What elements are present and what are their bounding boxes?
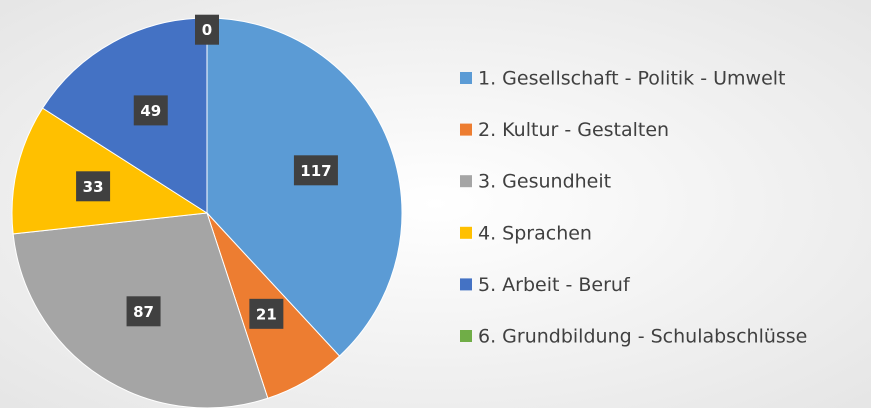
data-label: 49 [140,102,161,120]
pie [11,17,403,408]
legend-label: 4. Sprachen [478,222,592,244]
data-labels: 117 21 87 33 49 0 [76,14,338,329]
legend: 1. Gesellschaft - Politik - Umwelt 2. Kul… [460,68,807,348]
legend-label: 5. Arbeit - Beruf [478,274,631,296]
legend-swatch [460,226,472,239]
data-label: 21 [256,305,277,323]
data-label: 117 [300,162,331,180]
data-label-box [249,298,284,329]
legend-swatch [460,278,472,291]
legend-swatch [460,330,472,342]
legend-label: 2. Kultur - Gestalten [478,119,669,141]
data-label-box [126,296,161,327]
data-label: 0 [202,21,212,39]
data-label-box [76,171,111,202]
pie-slice [206,17,403,357]
legend-swatch [460,175,472,188]
legend-swatch [460,123,472,136]
legend-label: 1. Gesellschaft - Politik - Umwelt [478,68,786,90]
legend-label: 3. Gesundheit [478,171,611,193]
pie-slice [11,107,209,235]
pie-slice [41,17,208,214]
data-label: 33 [83,178,104,196]
legend-label: 6. Grundbildung - Schulabschlüsse [478,326,807,348]
data-label-box [293,155,338,186]
legend-swatch [460,72,472,84]
data-label-box [195,14,219,45]
data-label-box [133,95,168,126]
data-label: 87 [133,303,154,321]
